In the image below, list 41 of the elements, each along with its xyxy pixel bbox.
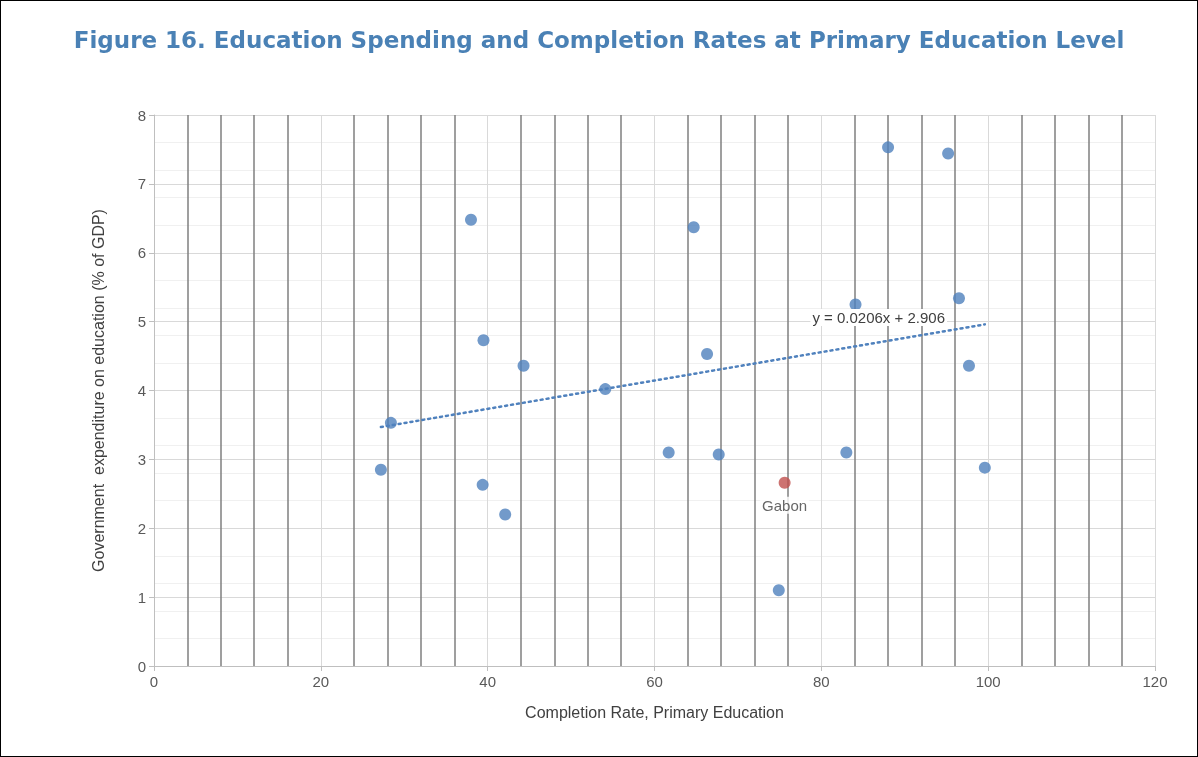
x-tick-label: 0: [149, 673, 159, 690]
point: [499, 508, 512, 521]
x-tick-label: 40: [479, 673, 497, 690]
y-tick-label: 7: [137, 175, 146, 193]
point: [701, 348, 714, 360]
annotation: Gabon: [762, 496, 808, 514]
point: [662, 446, 675, 459]
x-axis-title: Completion Rate, Primary Education: [525, 703, 784, 721]
y-axis-title: Government expenditure on education (% of GDP): [89, 209, 107, 572]
point: [952, 292, 965, 305]
point: [942, 147, 955, 160]
point: [882, 141, 895, 154]
x-tick-label: 20: [312, 673, 330, 690]
y-tick-label: 6: [137, 244, 146, 262]
x-tick-label: 60: [646, 673, 663, 690]
y-tick-label: 5: [137, 313, 146, 331]
point: [687, 221, 700, 234]
point: [712, 448, 725, 461]
x-tick-label: 100: [975, 673, 1001, 690]
point: [465, 213, 477, 226]
annotation: y = 0.0206x + 2.906: [812, 309, 945, 326]
y-tick-label: 3: [137, 450, 146, 468]
point: [384, 416, 397, 429]
y-tick-label: 8: [137, 106, 146, 124]
x-tick-label: 80: [812, 673, 830, 690]
y-tick-label: 2: [137, 519, 146, 537]
point: [599, 383, 612, 396]
chart-title: Figure 16. Education Spending and Completion Rates at Primary Education Level: [73, 26, 1125, 53]
point: [840, 446, 853, 459]
y-tick-label: 4: [137, 382, 146, 399]
point: [477, 334, 490, 347]
point: [962, 359, 975, 372]
point: [978, 461, 991, 474]
y-tick-label: 1: [137, 588, 146, 606]
point: [476, 478, 489, 491]
point: [517, 359, 530, 372]
y-tick-label: 0: [137, 657, 146, 675]
x-tick-label: 120: [1142, 673, 1168, 690]
point: [374, 463, 387, 476]
point: [778, 476, 791, 489]
point: [772, 584, 785, 597]
